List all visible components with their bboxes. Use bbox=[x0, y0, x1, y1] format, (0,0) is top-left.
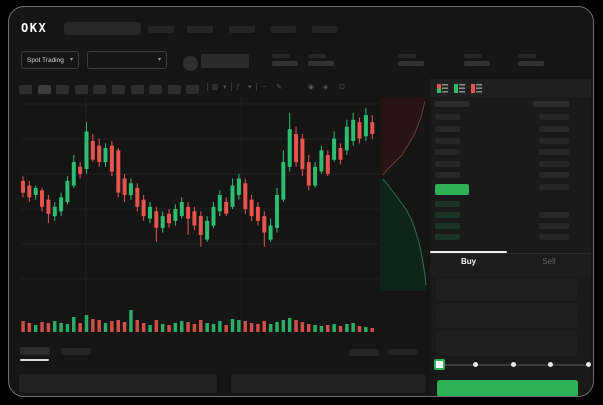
pair-selector-dropdown[interactable]: ▾ bbox=[87, 51, 167, 69]
interval-button[interactable] bbox=[149, 85, 163, 94]
orderbook-header-amount bbox=[533, 101, 569, 107]
divider: │ bbox=[230, 84, 235, 91]
order-form-field[interactable] bbox=[436, 331, 577, 356]
orderbook-mode-bids-icon[interactable] bbox=[453, 83, 466, 94]
fullscreen-icon[interactable]: ⊡ bbox=[339, 84, 345, 91]
chart-footer-skeleton bbox=[388, 349, 418, 355]
slider-stop[interactable] bbox=[510, 362, 516, 367]
interval-button[interactable] bbox=[112, 85, 125, 94]
ticker-stat-value bbox=[308, 61, 334, 66]
draw-tool-icon[interactable]: ✎ bbox=[276, 84, 282, 91]
nav-item[interactable] bbox=[187, 26, 213, 33]
slider-stop[interactable] bbox=[585, 362, 591, 367]
slider-stop[interactable] bbox=[548, 362, 553, 367]
ticker-stat-value bbox=[398, 61, 424, 66]
interval-button[interactable] bbox=[167, 85, 181, 94]
ticker-stat-label bbox=[518, 54, 536, 58]
token-avatar bbox=[183, 56, 198, 71]
bottom-panel-block bbox=[231, 374, 426, 393]
candle-type-icon[interactable]: ▥ bbox=[212, 84, 219, 91]
indicators-icon[interactable]: ƒ bbox=[236, 84, 240, 91]
ticker-stat-label bbox=[308, 54, 326, 58]
ask-amount-skeleton bbox=[539, 149, 569, 155]
slider-handle[interactable] bbox=[434, 359, 445, 370]
ask-price-skeleton bbox=[435, 114, 460, 120]
last-price-badge[interactable] bbox=[435, 184, 469, 195]
divider: │ bbox=[255, 84, 260, 91]
tab-buy[interactable]: Buy bbox=[460, 257, 477, 266]
orderbook-mode-asks-icon[interactable] bbox=[470, 83, 483, 94]
nav-item[interactable] bbox=[312, 26, 338, 33]
pair-name-skeleton bbox=[201, 54, 249, 68]
ask-price-skeleton bbox=[435, 161, 460, 167]
okx-logo: OKX bbox=[21, 21, 48, 35]
chart-footer-skeleton bbox=[349, 349, 379, 356]
bottom-panel-block bbox=[19, 374, 217, 393]
interval-button[interactable] bbox=[37, 85, 51, 94]
ticker-stat-value bbox=[518, 61, 544, 66]
interval-button[interactable] bbox=[130, 85, 144, 94]
interval-button[interactable] bbox=[56, 85, 70, 94]
nav-item[interactable] bbox=[148, 26, 174, 33]
ask-price-skeleton bbox=[435, 126, 460, 132]
ticker-stat-value bbox=[272, 61, 298, 66]
active-chart-tab-underline bbox=[20, 359, 49, 361]
bid-amount-skeleton bbox=[539, 212, 569, 218]
order-form-field[interactable] bbox=[436, 303, 577, 328]
market-type-dropdown[interactable]: Spot Trading ▾ bbox=[21, 51, 79, 69]
ticker-stat-value bbox=[464, 61, 490, 66]
interval-button[interactable] bbox=[19, 85, 32, 94]
orderbook-mode-all-icon[interactable] bbox=[436, 83, 449, 94]
bid-price-skeleton bbox=[435, 223, 460, 229]
chevron-down-icon: ▾ bbox=[69, 57, 73, 63]
interval-button[interactable] bbox=[186, 85, 200, 94]
trade-sidebar: Buy Sell bbox=[430, 79, 591, 396]
ask-amount-skeleton bbox=[539, 114, 569, 120]
bid-price-skeleton bbox=[435, 234, 460, 240]
chart-tab[interactable] bbox=[20, 347, 50, 355]
ticker-stat-label bbox=[398, 54, 416, 58]
active-tab-indicator bbox=[430, 251, 507, 253]
interval-button[interactable] bbox=[93, 85, 107, 94]
chevron-down-icon[interactable]: ▾ bbox=[248, 84, 252, 91]
line-tool-icon[interactable]: ~ bbox=[262, 84, 267, 91]
ask-amount-skeleton bbox=[539, 161, 569, 167]
nav-item[interactable] bbox=[229, 26, 255, 33]
ticker-stat-label bbox=[272, 54, 290, 58]
ask-amount-skeleton bbox=[539, 172, 569, 178]
ask-price-skeleton bbox=[435, 138, 460, 144]
ask-amount-skeleton bbox=[539, 184, 569, 190]
chevron-down-icon: ▾ bbox=[157, 57, 161, 63]
ask-amount-skeleton bbox=[539, 138, 569, 144]
buy-button[interactable] bbox=[437, 380, 578, 396]
search-input[interactable] bbox=[64, 22, 141, 35]
chart-tab[interactable] bbox=[61, 348, 91, 355]
ticker-stat-label bbox=[464, 54, 482, 58]
divider: │ bbox=[206, 84, 211, 91]
camera-icon[interactable]: ◉ bbox=[308, 84, 315, 91]
market-type-label: Spot Trading bbox=[27, 56, 64, 64]
candlestick-chart bbox=[21, 97, 379, 332]
depth-chart bbox=[380, 97, 427, 291]
orderbook-header-price bbox=[435, 101, 469, 107]
bid-amount-skeleton bbox=[539, 223, 569, 229]
app-window: OKX Spot Trading ▾ ▾ │ ▥ ▾ │ ƒ ▾ │ ~ ✎ ◉ ◈ ⊡ Buy bbox=[8, 6, 594, 397]
interval-button[interactable] bbox=[74, 85, 88, 94]
chevron-down-icon[interactable]: ▾ bbox=[223, 84, 227, 91]
ask-price-skeleton bbox=[435, 172, 460, 178]
ask-amount-skeleton bbox=[539, 126, 569, 132]
nav-item[interactable] bbox=[270, 26, 296, 33]
tab-sell[interactable]: Sell bbox=[542, 257, 556, 266]
slider-stop[interactable] bbox=[473, 362, 478, 367]
ask-price-skeleton bbox=[435, 149, 460, 155]
bid-price-skeleton bbox=[435, 212, 460, 218]
orderbook-toolbar bbox=[430, 79, 591, 97]
settings-icon[interactable]: ◈ bbox=[323, 84, 329, 91]
order-form-field[interactable] bbox=[436, 278, 577, 301]
trade-tabs bbox=[430, 253, 591, 277]
bid-price-skeleton bbox=[435, 201, 460, 207]
bid-amount-skeleton bbox=[539, 234, 569, 240]
